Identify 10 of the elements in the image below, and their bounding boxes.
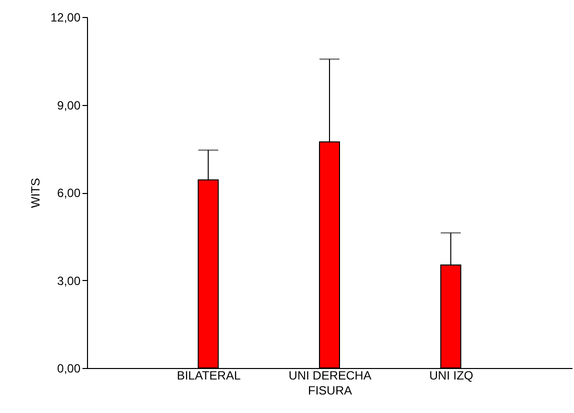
x-tick-label: UNI DERECHA bbox=[288, 368, 372, 382]
y-axis-title: WITS bbox=[28, 178, 42, 208]
x-axis-title: FISURA bbox=[308, 384, 352, 398]
x-tick-label: UNI IZQ bbox=[429, 368, 474, 382]
y-tick-label: 6,00 bbox=[57, 186, 81, 200]
y-tick-label: 0,00 bbox=[57, 362, 81, 376]
y-tick-label: 12,00 bbox=[50, 10, 81, 24]
x-tick-label: BILATERAL bbox=[176, 368, 241, 382]
y-tick-label: 9,00 bbox=[57, 98, 81, 112]
y-tick-label: 3,00 bbox=[57, 274, 81, 288]
